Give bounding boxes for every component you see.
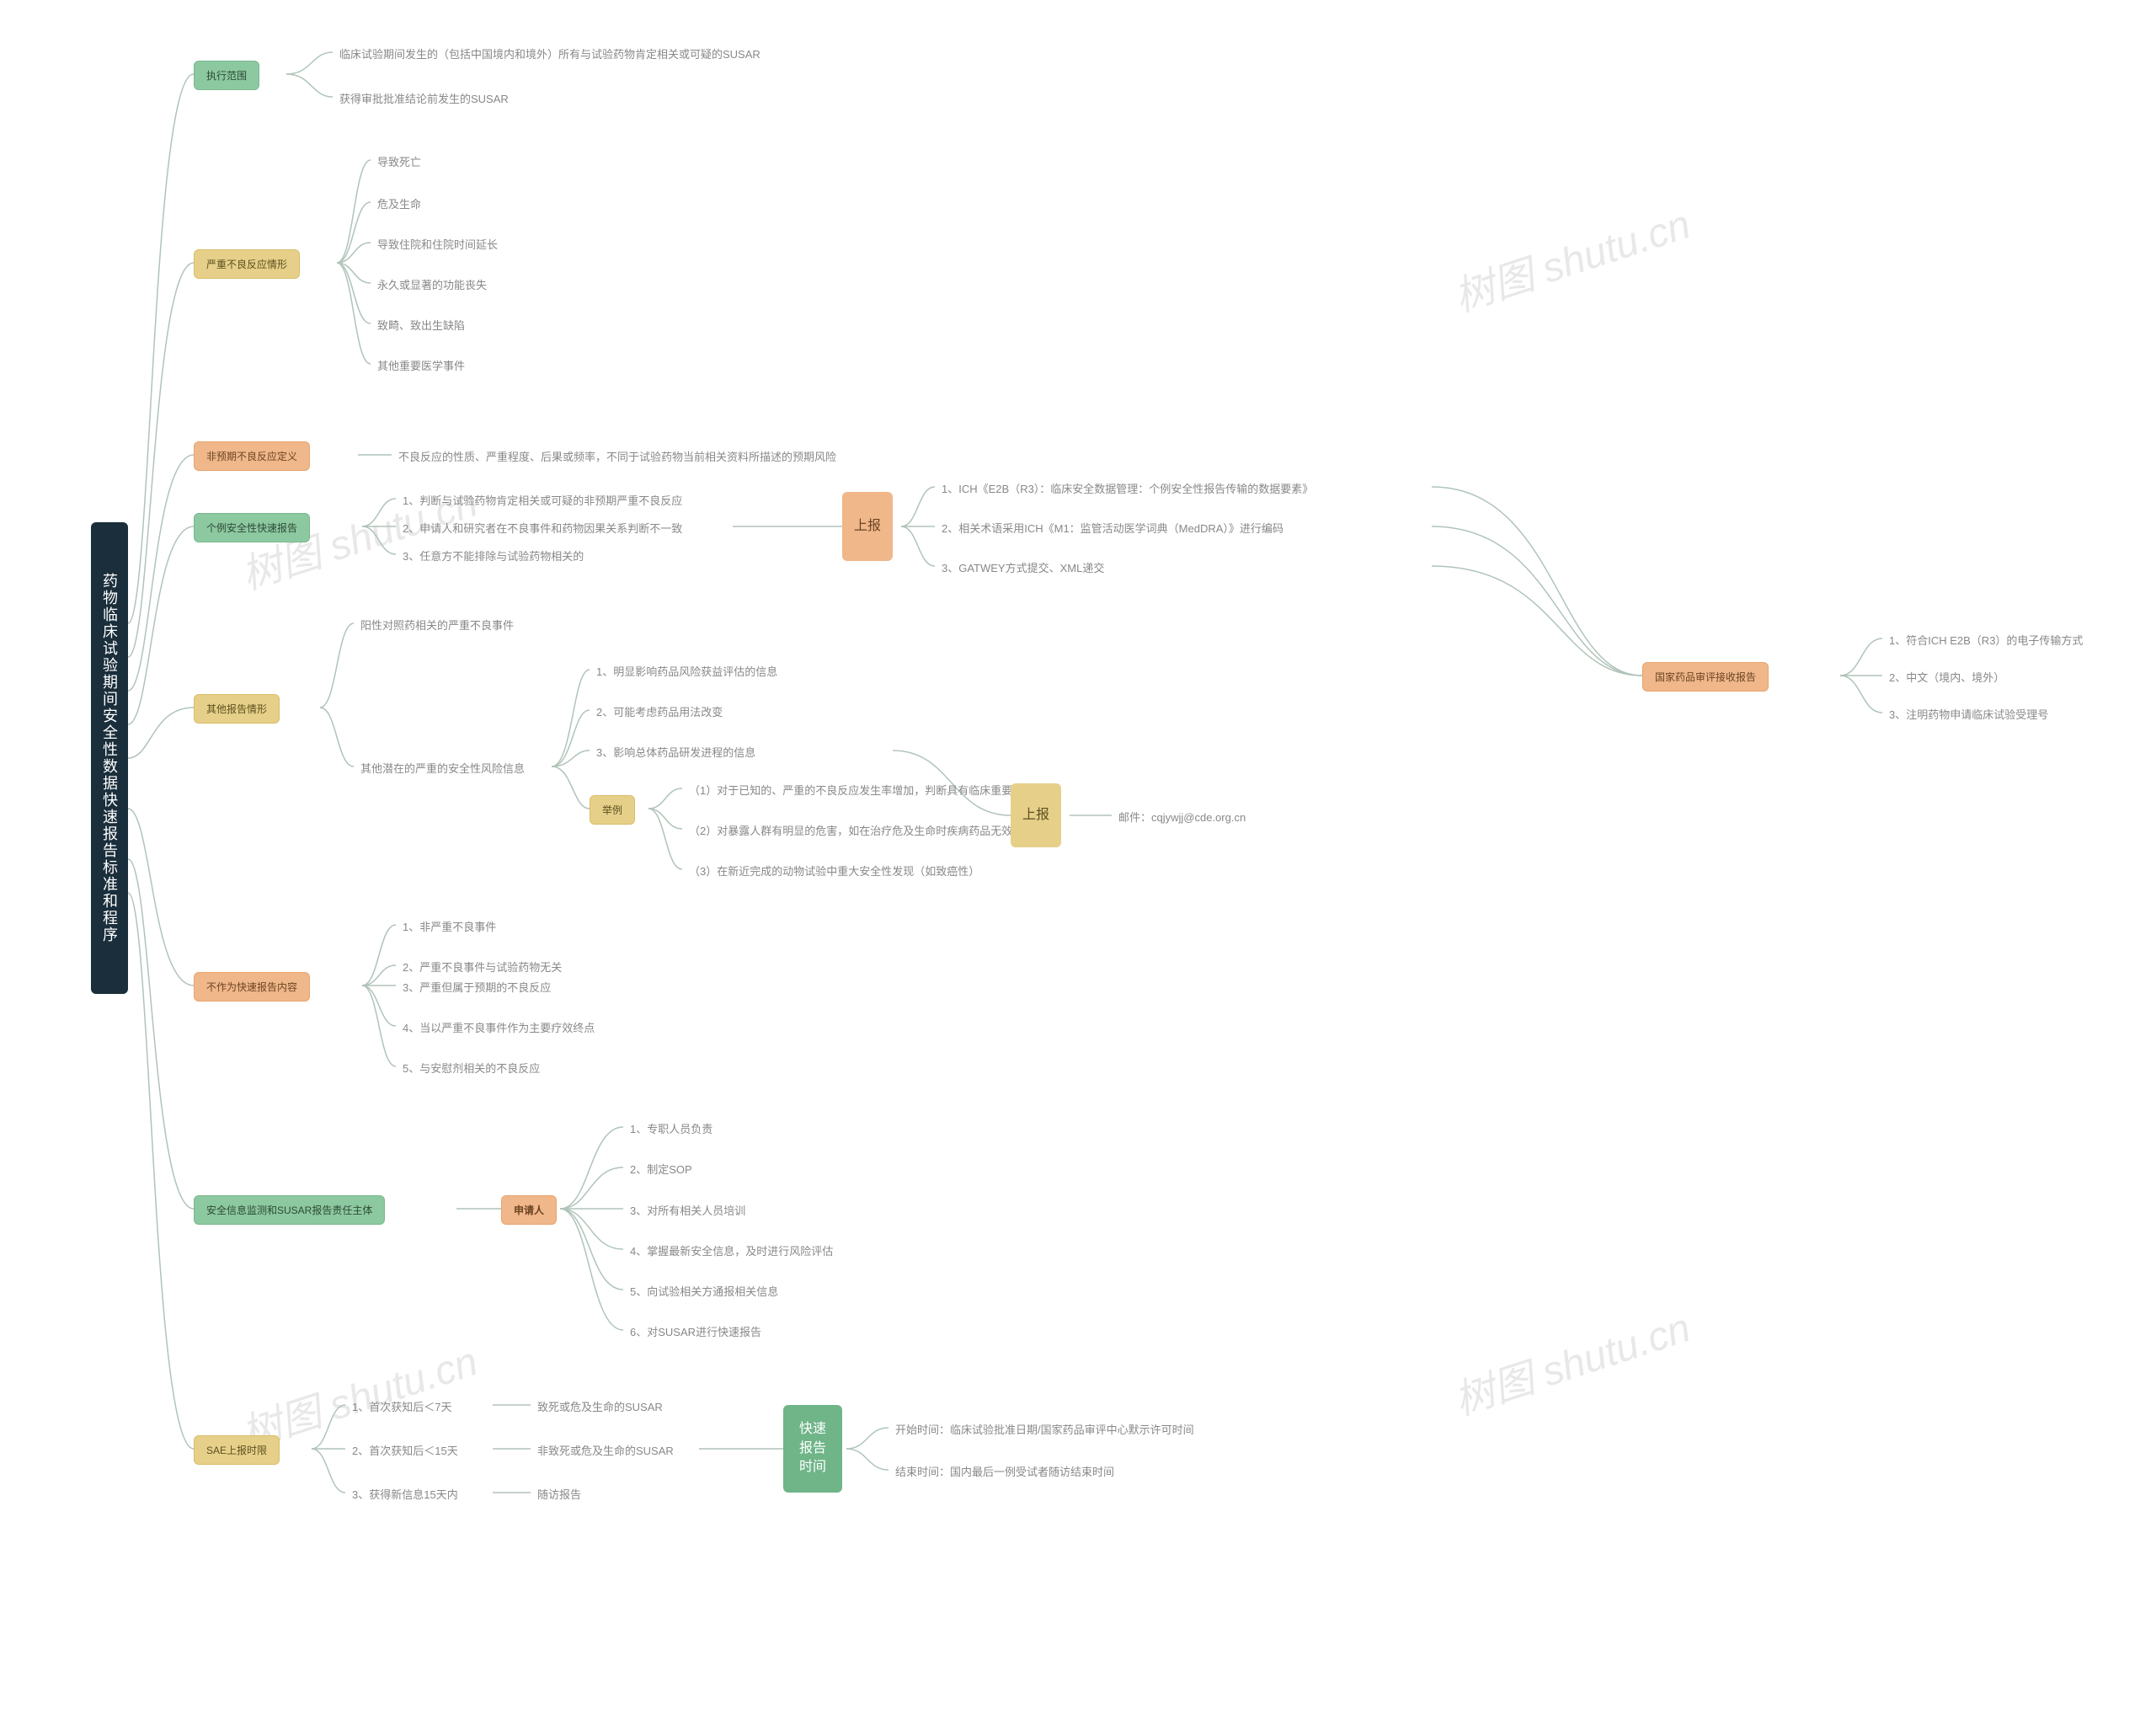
leaf-risk-2: 3、影响总体药品研发进程的信息 bbox=[590, 740, 762, 763]
leaf-unexpected: 不良反应的性质、严重程度、后果或频率，不同于试验药物当前相关资料所描述的预期风险 bbox=[392, 445, 843, 467]
leaf-rep1-0: 1、ICH《E2B（R3）：临床安全数据管理：个例安全性报告传输的数据要素》 bbox=[935, 477, 1320, 499]
leaf-ft-1: 结束时间：国内最后一例受试者随访结束时间 bbox=[889, 1460, 1121, 1482]
branch-individual[interactable]: 个例安全性快速报告 bbox=[194, 513, 310, 542]
leaf-st-r1: 非致死或危及生命的SUSAR bbox=[531, 1439, 680, 1461]
leaf-app-2: 3、对所有相关人员培训 bbox=[623, 1199, 752, 1221]
branch-sae-time[interactable]: SAE上报时限 bbox=[194, 1435, 280, 1465]
leaf-ex-0: （1）对于已知的、严重的不良反应发生率增加，判断具有临床重要性 bbox=[682, 778, 1030, 801]
leaf-sae-0: 导致死亡 bbox=[371, 150, 428, 173]
leaf-scope-1: 获得审批批准结论前发生的SUSAR bbox=[333, 87, 515, 110]
leaf-ind-0: 1、判断与试验药物肯定相关或可疑的非预期严重不良反应 bbox=[396, 489, 689, 511]
branch-scope[interactable]: 执行范围 bbox=[194, 61, 259, 90]
leaf-ft-0: 开始时间：临床试验批准日期/国家药品审评中心默示许可时间 bbox=[889, 1418, 1201, 1440]
leaf-nf-3: 4、当以严重不良事件作为主要疗效终点 bbox=[396, 1016, 601, 1039]
leaf-sae-4: 致畸、致出生缺陷 bbox=[371, 313, 472, 336]
branch-other-report[interactable]: 其他报告情形 bbox=[194, 694, 280, 724]
branch-unexpected[interactable]: 非预期不良反应定义 bbox=[194, 441, 310, 471]
leaf-ind-1: 2、申请人和研究者在不良事件和药物因果关系判断不一致 bbox=[396, 516, 689, 539]
leaf-nf-2: 3、严重但属于预期的不良反应 bbox=[396, 975, 558, 998]
leaf-st-r2: 随访报告 bbox=[531, 1482, 588, 1505]
leaf-rep2-email: 邮件：cqjywjj@cde.org.cn bbox=[1112, 805, 1252, 828]
node-fast-time[interactable]: 快速报告时间 bbox=[783, 1405, 842, 1493]
leaf-cde-2: 3、注明药物申请临床试验受理号 bbox=[1882, 702, 2055, 725]
leaf-st-c2: 3、获得新信息15天内 bbox=[345, 1482, 465, 1505]
leaf-nf-4: 5、与安慰剂相关的不良反应 bbox=[396, 1056, 547, 1079]
leaf-ex-1: （2）对暴露人群有明显的危害，如在治疗危及生命时疾病药品无效 bbox=[682, 819, 1019, 841]
leaf-sae-2: 导致住院和住院时间延长 bbox=[371, 232, 504, 255]
leaf-st-c0: 1、首次获知后＜7天 bbox=[345, 1395, 458, 1418]
leaf-sae-5: 其他重要医学事件 bbox=[371, 354, 472, 377]
leaf-app-1: 2、制定SOP bbox=[623, 1157, 699, 1180]
leaf-risk-1: 2、可能考虑药品用法改变 bbox=[590, 700, 729, 723]
leaf-cde-0: 1、符合ICH E2B（R3）的电子传输方式 bbox=[1882, 628, 2089, 651]
leaf-nf-0: 1、非严重不良事件 bbox=[396, 915, 503, 937]
leaf-ex-2: （3）在新近完成的动物试验中重大安全性发现（如致癌性） bbox=[682, 859, 986, 882]
leaf-sae-3: 永久或显著的功能丧失 bbox=[371, 273, 494, 296]
node-report-1[interactable]: 上报 bbox=[842, 492, 893, 561]
leaf-rep1-1: 2、相关术语采用ICH《M1：监管活动医学词典（MedDRA）》进行编码 bbox=[935, 516, 1290, 539]
node-or-risk: 其他潜在的严重的安全性风险信息 bbox=[354, 756, 531, 779]
node-examples[interactable]: 举例 bbox=[590, 795, 635, 825]
branch-cde-receive[interactable]: 国家药品审评接收报告 bbox=[1642, 662, 1769, 692]
leaf-or-pos: 阳性对照药相关的严重不良事件 bbox=[354, 613, 520, 636]
leaf-st-c1: 2、首次获知后＜15天 bbox=[345, 1439, 465, 1461]
watermark: 树图 shutu.cn bbox=[1445, 1295, 1696, 1426]
watermark: 树图 shutu.cn bbox=[1445, 191, 1696, 323]
leaf-scope-0: 临床试验期间发生的（包括中国境内和境外）所有与试验药物肯定相关或可疑的SUSAR bbox=[333, 42, 767, 65]
node-report-2[interactable]: 上报 bbox=[1011, 783, 1061, 847]
leaf-ind-2: 3、任意方不能排除与试验药物相关的 bbox=[396, 544, 590, 567]
node-applicant[interactable]: 申请人 bbox=[501, 1195, 557, 1225]
branch-sae-type[interactable]: 严重不良反应情形 bbox=[194, 249, 300, 279]
leaf-risk-0: 1、明显影响药品风险获益评估的信息 bbox=[590, 660, 784, 682]
leaf-app-0: 1、专职人员负责 bbox=[623, 1117, 719, 1140]
branch-not-fast[interactable]: 不作为快速报告内容 bbox=[194, 972, 310, 1002]
leaf-rep1-2: 3、GATWEY方式提交、XML递交 bbox=[935, 556, 1111, 579]
leaf-app-5: 6、对SUSAR进行快速报告 bbox=[623, 1320, 768, 1343]
leaf-st-r0: 致死或危及生命的SUSAR bbox=[531, 1395, 670, 1418]
root-node: 药物临床试验期间安全性数据快速报告标准和程序 bbox=[91, 522, 128, 994]
leaf-app-4: 5、向试验相关方通报相关信息 bbox=[623, 1279, 785, 1302]
leaf-app-3: 4、掌握最新安全信息，及时进行风险评估 bbox=[623, 1239, 840, 1262]
leaf-nf-1: 2、严重不良事件与试验药物无关 bbox=[396, 955, 568, 978]
leaf-sae-1: 危及生命 bbox=[371, 192, 428, 215]
branch-responsibility[interactable]: 安全信息监测和SUSAR报告责任主体 bbox=[194, 1195, 385, 1225]
leaf-cde-1: 2、中文（境内、境外） bbox=[1882, 665, 2011, 688]
